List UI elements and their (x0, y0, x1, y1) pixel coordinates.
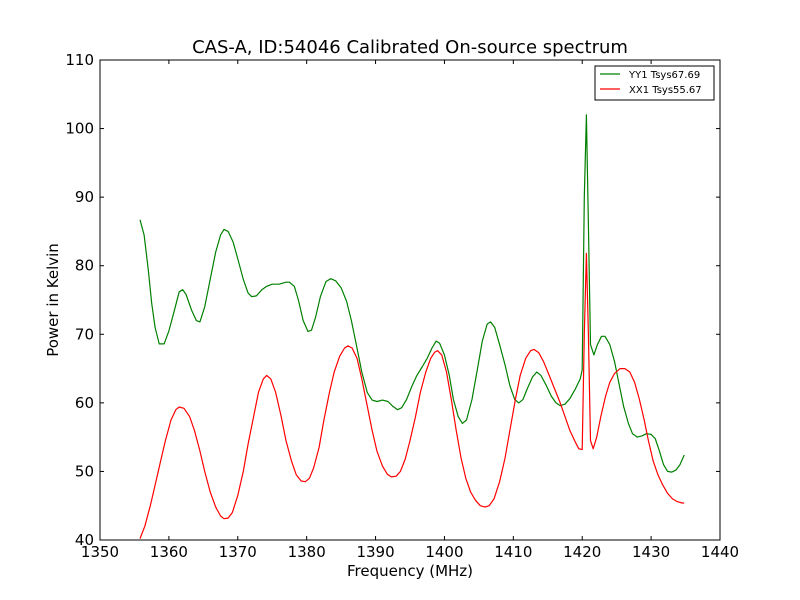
y-tick-label: 110 (65, 51, 94, 69)
y-axis-label: Power in Kelvin (44, 243, 62, 357)
y-tick-label: 70 (75, 325, 94, 343)
series-line-yy1 (139, 114, 685, 473)
series-line-xx1 (139, 252, 685, 539)
y-tick-label: 80 (75, 257, 94, 275)
y-tick-label: 90 (75, 188, 94, 206)
x-tick-label: 1380 (288, 543, 326, 561)
y-tick-label: 50 (75, 462, 94, 480)
x-tick-label: 1370 (219, 543, 257, 561)
x-axis-label: Frequency (MHz) (347, 562, 473, 580)
x-tick-label: 1390 (356, 543, 394, 561)
legend-label-yy1: YY1 Tsys67.69 (628, 70, 700, 81)
x-tick-label: 1430 (632, 543, 670, 561)
x-tick-label: 1410 (494, 543, 532, 561)
x-tick-label: 1440 (701, 543, 739, 561)
x-tick-label: 1350 (81, 543, 119, 561)
legend-box (594, 65, 715, 101)
chart-title: CAS-A, ID:54046 Calibrated On-source spe… (192, 37, 628, 58)
x-tick-label: 1360 (150, 543, 188, 561)
series-layer (139, 114, 685, 539)
y-tick-label: 40 (75, 531, 94, 549)
x-tick-label: 1420 (563, 543, 601, 561)
x-tick-label: 1400 (425, 543, 463, 561)
y-tick-label: 100 (65, 120, 94, 138)
plot-area (99, 59, 721, 541)
legend-label-xx1: XX1 Tsys55.67 (629, 85, 702, 96)
y-tick-label: 60 (75, 394, 94, 412)
tick-layer: 1350 1360 1370 1380 1390 1400 1410 1420 1430 1440… (65, 51, 739, 561)
legend: YY1 Tsys67.69 XX1 Tsys55.67 (594, 65, 715, 101)
